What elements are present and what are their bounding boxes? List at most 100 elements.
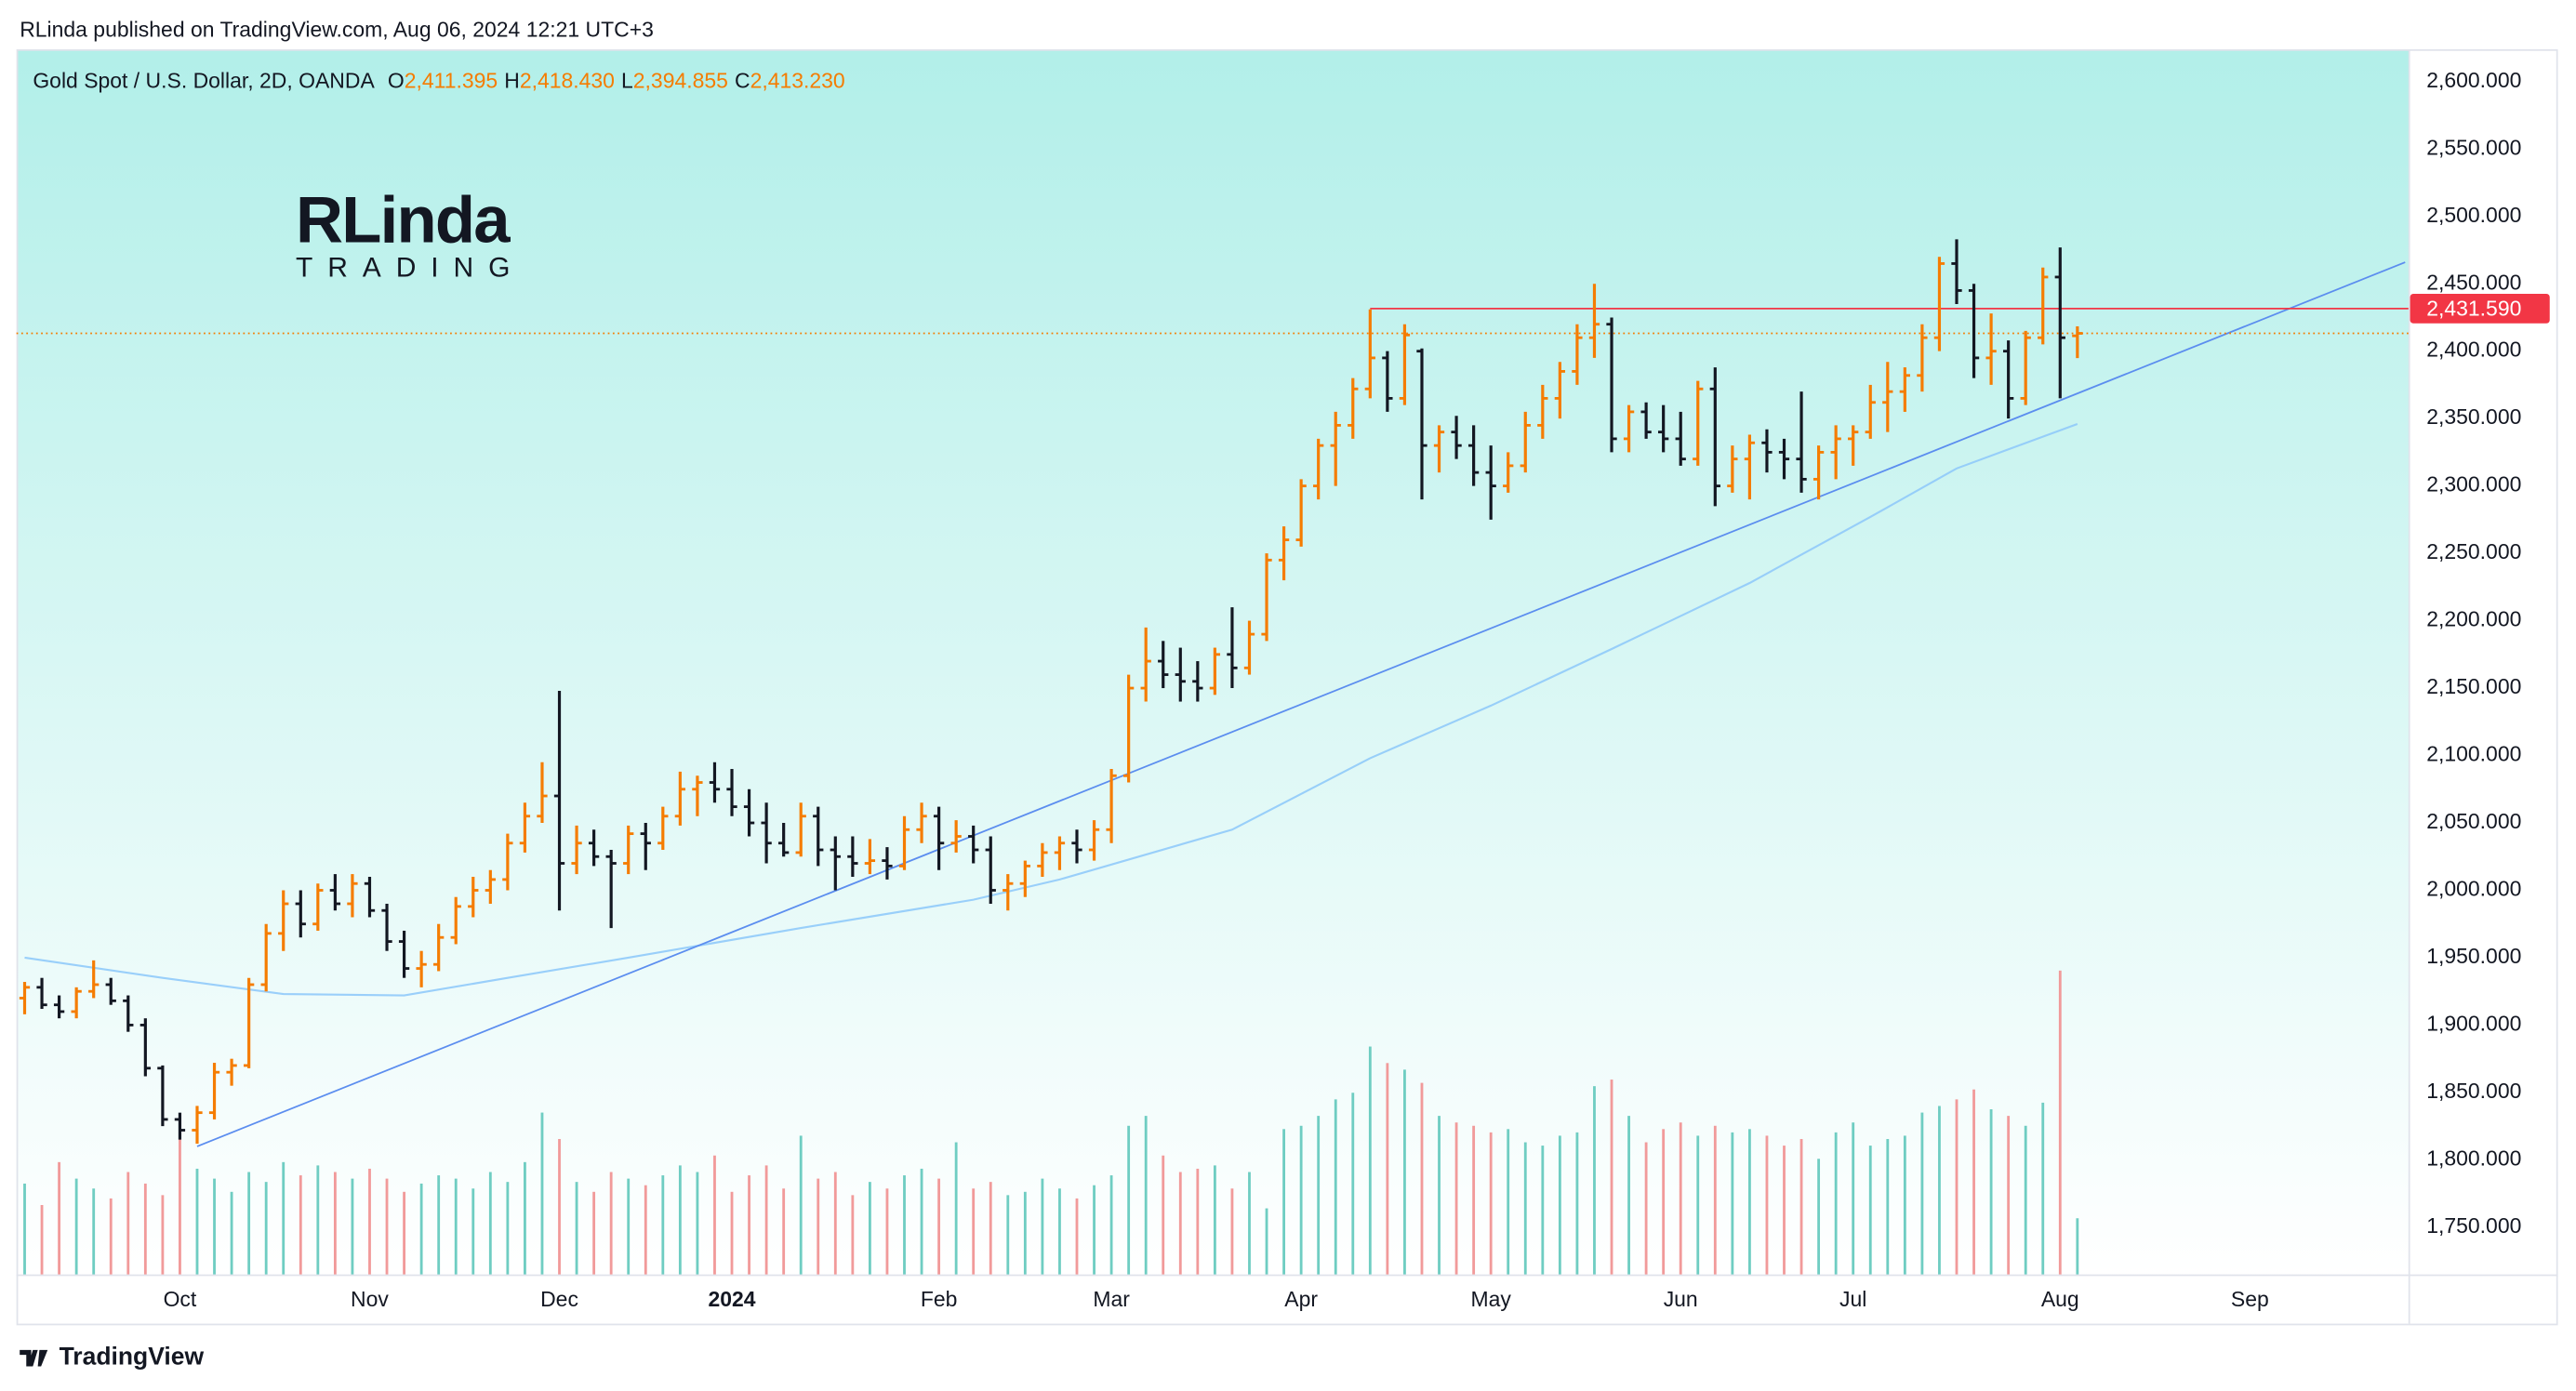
legend-value: 2,418.430 xyxy=(520,68,615,92)
ohlc-bar xyxy=(1985,313,1997,385)
volume-bar xyxy=(833,1172,837,1275)
volume-bar xyxy=(1075,1198,1079,1275)
text-layer: Gold Spot / U.S. Dollar, 2D, OANDA O2,411… xyxy=(20,68,2550,1371)
ohlc-bar xyxy=(139,1018,151,1077)
footer-brand: TradingView xyxy=(60,1343,205,1371)
volume-bar xyxy=(1920,1112,1924,1275)
ohlc-bar xyxy=(1882,362,1893,432)
volume-bar xyxy=(1903,1135,1906,1275)
y-tick-label: 2,550.000 xyxy=(2426,135,2521,159)
ohlc-bar xyxy=(1416,348,1427,500)
volume-bar xyxy=(351,1178,354,1275)
volume-bar xyxy=(2024,1125,2027,1275)
ohlc-bar xyxy=(1968,284,1980,378)
ohlc-bar xyxy=(709,762,721,803)
ohlc-bar xyxy=(2038,267,2049,345)
volume-bar xyxy=(1817,1159,1821,1275)
volume-bar xyxy=(264,1182,268,1275)
volume-bar xyxy=(1644,1142,1648,1275)
ohlc-bar xyxy=(1243,620,1255,675)
volume-bar xyxy=(851,1195,855,1275)
volume-bar xyxy=(1679,1122,1682,1275)
volume-bar xyxy=(1420,1082,1424,1275)
volume-bar xyxy=(1403,1069,1406,1275)
ohlc-bar xyxy=(192,1106,203,1144)
volume-bar xyxy=(1799,1138,1803,1275)
x-tick-label: 2024 xyxy=(708,1287,755,1311)
volume-bar xyxy=(972,1188,976,1275)
volume-bar xyxy=(1610,1080,1613,1275)
ohlc-bar xyxy=(1933,257,1945,351)
legend-key: L xyxy=(621,68,633,92)
volume-bar xyxy=(868,1182,871,1275)
ohlc-bar xyxy=(1071,829,1082,864)
volume-bar xyxy=(1852,1122,1855,1275)
volume-bar xyxy=(885,1188,889,1275)
volume-bar xyxy=(74,1178,78,1275)
volume-bar xyxy=(1938,1106,1941,1275)
y-tick-label: 2,600.000 xyxy=(2426,68,2521,92)
volume-bar xyxy=(1747,1129,1751,1275)
y-tick-label: 2,450.000 xyxy=(2426,270,2521,294)
trend-line xyxy=(196,261,2406,1147)
ohlc-bar xyxy=(295,890,306,938)
volume-bar xyxy=(1507,1129,1510,1275)
ohlc-bar xyxy=(795,802,806,857)
volume-bar xyxy=(627,1178,631,1275)
y-tick-label: 2,400.000 xyxy=(2426,338,2521,362)
volume-bar xyxy=(385,1178,389,1275)
volume-bar xyxy=(937,1178,941,1275)
ohlc-bar xyxy=(778,823,790,857)
ohlc-bar xyxy=(553,690,565,911)
ohlc-bar xyxy=(71,987,82,1019)
overlay-layer xyxy=(16,261,2409,1147)
ohlc-bar xyxy=(1709,367,1720,507)
ohlc-bar xyxy=(623,825,634,875)
ohlc-bar xyxy=(674,771,686,826)
ohlc-bar xyxy=(950,820,962,853)
ohlc-bar xyxy=(347,874,358,918)
volume-bar xyxy=(419,1183,423,1275)
volume-bar xyxy=(1265,1208,1268,1275)
ohlc-bar xyxy=(364,876,376,918)
volume-bar xyxy=(989,1182,992,1275)
volume-bar xyxy=(230,1191,233,1275)
volume-bar xyxy=(1886,1138,1890,1275)
y-tick-label: 2,300.000 xyxy=(2426,472,2521,497)
ohlc-bar xyxy=(381,903,392,951)
ohlc-bar xyxy=(226,1058,237,1086)
volume-bar xyxy=(1972,1089,1975,1275)
volume-bar xyxy=(126,1172,130,1275)
ohlc-bar xyxy=(2072,325,2083,359)
x-tick-label: Aug xyxy=(2041,1287,2079,1311)
volume-bar xyxy=(1765,1135,1769,1275)
ohlc-bar xyxy=(1778,438,1790,480)
volume-bar xyxy=(1955,1099,1959,1275)
ohlc-bar xyxy=(1675,411,1686,466)
ohlc-bar xyxy=(1313,438,1324,500)
ohlc-bar xyxy=(243,977,255,1068)
ohlc-bar xyxy=(2054,247,2065,399)
ohlc-bar xyxy=(485,869,496,904)
volume-bar xyxy=(609,1172,613,1275)
ohlc-bar xyxy=(208,1063,220,1119)
legend-value: 2,413.230 xyxy=(750,68,845,92)
volume-bar xyxy=(247,1172,251,1275)
x-tick-label: Jul xyxy=(1839,1287,1866,1311)
ohlc-bar xyxy=(1019,860,1031,897)
volume-bar xyxy=(368,1168,371,1275)
y-tick-label: 2,200.000 xyxy=(2426,607,2521,631)
volume-bar xyxy=(299,1175,302,1275)
ohlc-bar xyxy=(847,836,858,877)
volume-bar xyxy=(1023,1191,1027,1275)
header: Gold Spot / U.S. Dollar, 2D, OANDA O2,411… xyxy=(33,68,844,92)
volume-bar xyxy=(109,1198,113,1275)
y-tick-label: 2,350.000 xyxy=(2426,404,2521,429)
x-tick-label: Feb xyxy=(921,1287,958,1311)
x-tick-label: Mar xyxy=(1093,1287,1130,1311)
x-tick-label: May xyxy=(1470,1287,1511,1311)
volume-bar xyxy=(2058,970,2062,1275)
ohlc-bar xyxy=(1467,425,1480,486)
ohlc-bar xyxy=(1330,411,1341,486)
ohlc-bar xyxy=(1399,324,1411,405)
